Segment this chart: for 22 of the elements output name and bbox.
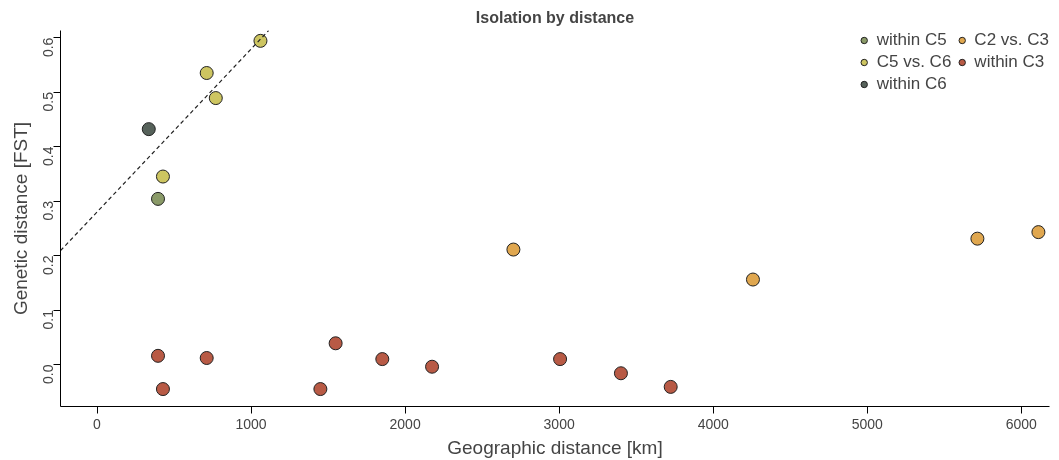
chart-title: Isolation by distance bbox=[475, 8, 635, 26]
y-tick-label: 0.1 bbox=[40, 309, 57, 330]
y-tick-label: 0.6 bbox=[40, 37, 57, 58]
x-tick-label: 5000 bbox=[851, 415, 884, 432]
y-tick-label: 0.0 bbox=[40, 364, 57, 384]
legend-label: C5 vs. C6 bbox=[876, 52, 952, 72]
y-axis-title: Genetic distance [FST] bbox=[9, 121, 31, 316]
x-tick-label: 4000 bbox=[697, 415, 729, 432]
legend-label: within C5 bbox=[876, 30, 947, 50]
y-tick-label: 0.4 bbox=[40, 146, 57, 167]
x-axis-title: Geographic distance [km] bbox=[447, 436, 663, 458]
x-tick-label: 0 bbox=[93, 415, 102, 432]
x-tick-label: 3000 bbox=[543, 415, 575, 432]
y-tick-label: 0.5 bbox=[40, 91, 57, 112]
y-tick-label: 0.2 bbox=[40, 255, 57, 276]
legend-label: within C6 bbox=[876, 74, 947, 94]
y-tick-label: 0.3 bbox=[40, 200, 57, 221]
x-tick-label: 6000 bbox=[1005, 415, 1038, 432]
x-tick-label: 1000 bbox=[235, 415, 267, 432]
x-tick-label: 2000 bbox=[389, 415, 421, 432]
legend-label: within C3 bbox=[974, 52, 1045, 72]
legend-label: C2 vs. C3 bbox=[974, 30, 1049, 50]
